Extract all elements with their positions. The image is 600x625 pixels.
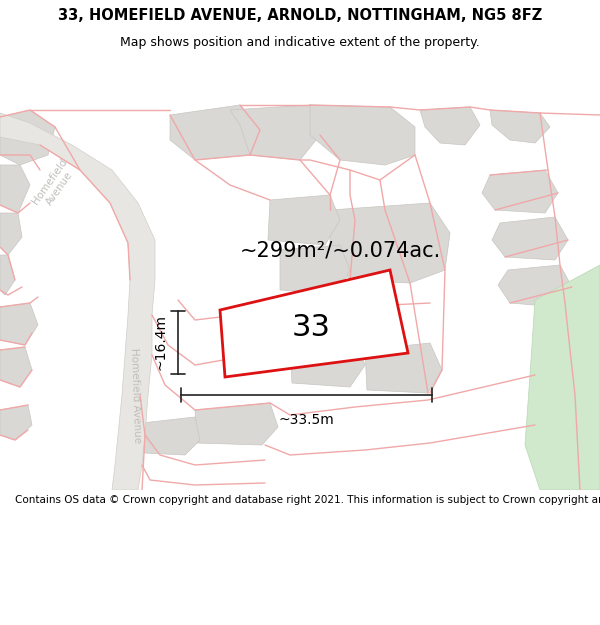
Polygon shape <box>268 195 340 245</box>
Polygon shape <box>290 340 365 387</box>
Polygon shape <box>492 217 568 260</box>
Polygon shape <box>0 165 30 213</box>
Text: Homefield Avenue: Homefield Avenue <box>130 348 143 442</box>
Polygon shape <box>482 170 558 213</box>
Polygon shape <box>0 113 155 490</box>
Text: 33, HOMEFIELD AVENUE, ARNOLD, NOTTINGHAM, NG5 8FZ: 33, HOMEFIELD AVENUE, ARNOLD, NOTTINGHAM… <box>58 8 542 23</box>
Polygon shape <box>0 213 22 255</box>
Polygon shape <box>330 203 450 283</box>
Text: ~16.4m: ~16.4m <box>154 314 168 371</box>
Polygon shape <box>0 347 32 387</box>
Polygon shape <box>365 343 442 393</box>
Text: Contains OS data © Crown copyright and database right 2021. This information is : Contains OS data © Crown copyright and d… <box>15 496 600 506</box>
Polygon shape <box>420 107 480 145</box>
Polygon shape <box>0 255 15 295</box>
Polygon shape <box>220 270 408 377</box>
Polygon shape <box>0 303 38 345</box>
Text: ~299m²/~0.074ac.: ~299m²/~0.074ac. <box>239 240 440 260</box>
Text: ~33.5m: ~33.5m <box>278 413 334 427</box>
Polygon shape <box>230 105 320 160</box>
Polygon shape <box>0 405 32 440</box>
Polygon shape <box>0 110 55 165</box>
Polygon shape <box>490 110 550 143</box>
Text: Homefield
Avenue: Homefield Avenue <box>31 157 79 213</box>
Polygon shape <box>525 265 600 490</box>
Text: 33: 33 <box>291 313 330 342</box>
Polygon shape <box>310 105 415 165</box>
Polygon shape <box>280 245 350 293</box>
Polygon shape <box>142 417 200 455</box>
Polygon shape <box>195 403 278 445</box>
Polygon shape <box>498 265 572 307</box>
Text: Map shows position and indicative extent of the property.: Map shows position and indicative extent… <box>120 36 480 49</box>
Polygon shape <box>170 105 260 160</box>
